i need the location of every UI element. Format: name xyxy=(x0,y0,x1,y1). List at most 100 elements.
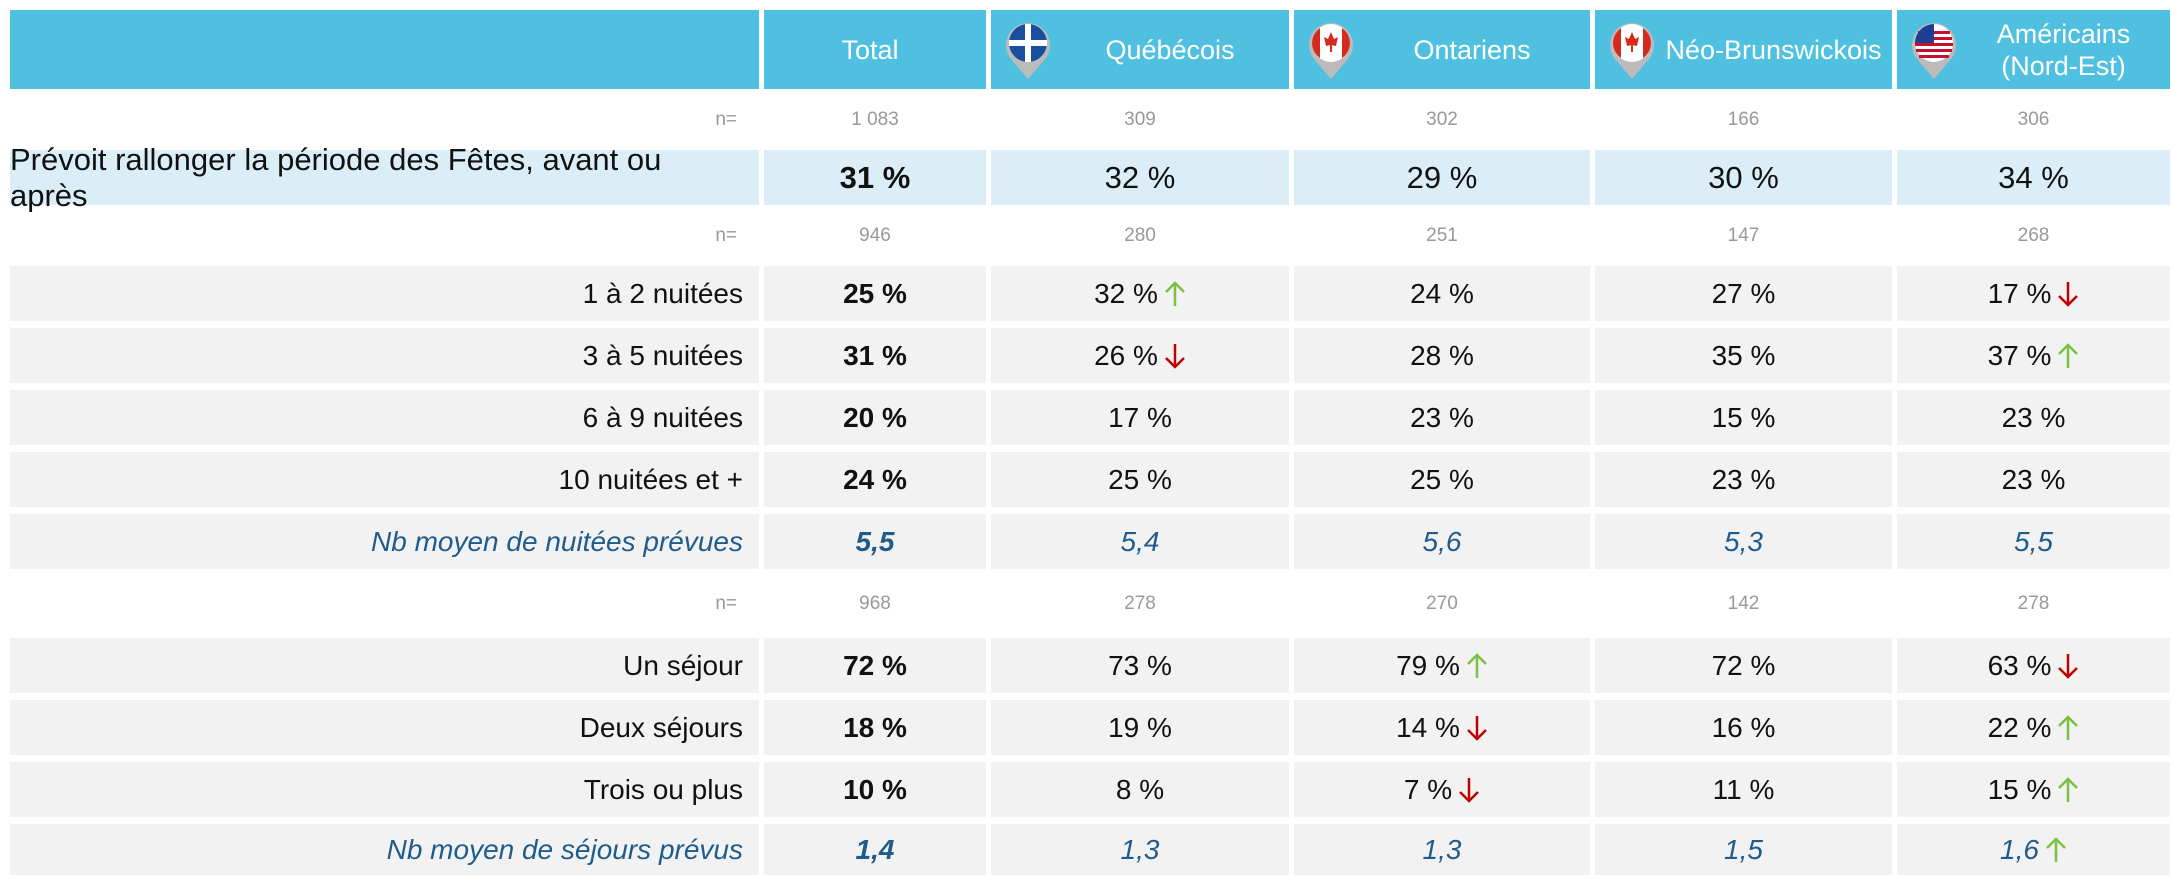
cell-text: 15 % xyxy=(1987,773,2052,805)
cell: 946 xyxy=(764,212,986,259)
cell: 5,5 xyxy=(764,514,986,569)
cell: 25 % xyxy=(1294,452,1590,507)
cell: 15 % xyxy=(1595,390,1892,445)
cell: 16 % xyxy=(1595,700,1892,755)
cell: 27 % xyxy=(1595,266,1892,321)
cell-text: 968 xyxy=(859,592,891,614)
cell-text: 11 % xyxy=(1712,773,1775,805)
cell-text: 31 % xyxy=(839,159,911,195)
cell: 22 % xyxy=(1897,700,2170,755)
flag-quebec xyxy=(1006,22,1050,79)
header-text: Néo-Brunswickois xyxy=(1665,34,1882,65)
cell-text: 25 % xyxy=(1108,463,1172,495)
cell: 72 % xyxy=(1595,638,1892,693)
row-label: n= xyxy=(10,96,759,143)
cell: 1,5 xyxy=(1595,824,1892,875)
cell: 1,4 xyxy=(764,824,986,875)
row-label-text: Nb moyen de séjours prévus xyxy=(386,833,743,865)
cell-text: 1,6 xyxy=(2000,833,2039,865)
cell-text: 79 % xyxy=(1396,649,1460,681)
cell: 1,6 xyxy=(1897,824,2170,875)
cell: 147 xyxy=(1595,212,1892,259)
row-label: 1 à 2 nuitées xyxy=(10,266,759,321)
arrow-up xyxy=(2046,836,2066,862)
cell-text: 14 % xyxy=(1396,711,1460,743)
cell: 23 % xyxy=(1294,390,1590,445)
row-label-text: Un séjour xyxy=(623,649,743,681)
cell-text: 280 xyxy=(1124,224,1156,246)
cell-text: 5,5 xyxy=(855,525,895,557)
row-label: Nb moyen de séjours prévus xyxy=(10,824,759,875)
cell-text: 23 % xyxy=(2001,463,2066,495)
arrow-up xyxy=(2058,714,2079,740)
cell: 270 xyxy=(1294,576,1590,631)
header-text: Québécois xyxy=(1105,34,1235,65)
cell-text: 268 xyxy=(2017,224,2050,246)
cell-text: 302 xyxy=(1426,108,1458,130)
cell-text: 17 % xyxy=(1108,401,1172,433)
cell: 268 xyxy=(1897,212,2170,259)
cell: 5,4 xyxy=(991,514,1289,569)
row-label: n= xyxy=(10,576,759,631)
cell: 20 % xyxy=(764,390,986,445)
arrow-down xyxy=(2058,281,2079,307)
cell: 278 xyxy=(991,576,1289,631)
cell-text: 23 % xyxy=(1711,463,1776,495)
header-cell: Ontariens xyxy=(1294,10,1590,89)
row-label-text: 10 nuitées et + xyxy=(558,463,743,495)
cell: 30 % xyxy=(1595,150,1892,205)
row-label-text: n= xyxy=(715,108,737,130)
cell: 309 xyxy=(991,96,1289,143)
cell: 23 % xyxy=(1897,452,2170,507)
cell-text: 10 % xyxy=(843,773,907,805)
arrow-down xyxy=(1165,343,1185,369)
cell-text: 30 % xyxy=(1708,159,1779,195)
cell-text: 309 xyxy=(1124,108,1156,130)
header-cell: Néo-Brunswickois xyxy=(1595,10,1892,89)
cell-text: 1,3 xyxy=(1422,833,1462,865)
row-label-text: 1 à 2 nuitées xyxy=(582,277,743,309)
cell-text: 166 xyxy=(1727,108,1760,130)
header-text: Ontariens xyxy=(1413,34,1531,65)
cell-text: 22 % xyxy=(1987,711,2052,743)
cell-text: 5,4 xyxy=(1120,525,1160,557)
cell: 278 xyxy=(1897,576,2170,631)
cell: 15 % xyxy=(1897,762,2170,817)
row-label: Trois ou plus xyxy=(10,762,759,817)
cell: 18 % xyxy=(764,700,986,755)
cell: 24 % xyxy=(1294,266,1590,321)
cell: 63 % xyxy=(1897,638,2170,693)
cell: 72 % xyxy=(764,638,986,693)
cell: 166 xyxy=(1595,96,1892,143)
row-label-text: Prévoit rallonger la période des Fêtes, … xyxy=(10,141,662,213)
cell-text: 278 xyxy=(1124,592,1156,614)
cell-text: 63 % xyxy=(1987,649,2052,681)
cell-text: 306 xyxy=(2017,108,2050,130)
row-label-text: Nb moyen de nuitées prévues xyxy=(371,525,743,557)
cell-text: 26 % xyxy=(1094,339,1158,371)
arrow-up xyxy=(1165,280,1185,306)
cell-text: 23 % xyxy=(2001,401,2066,433)
cell: 28 % xyxy=(1294,328,1590,383)
cell-text: 28 % xyxy=(1410,339,1474,371)
row-label-text: Trois ou plus xyxy=(583,773,743,805)
cell-text: 32 % xyxy=(1104,159,1176,195)
row-label: 3 à 5 nuitées xyxy=(10,328,759,383)
row-label-text: Deux séjours xyxy=(579,711,743,743)
cell-text: 17 % xyxy=(1987,277,2052,309)
cell: 29 % xyxy=(1294,150,1590,205)
cell: 5,3 xyxy=(1595,514,1892,569)
cell: 23 % xyxy=(1897,390,2170,445)
row-label: Deux séjours xyxy=(10,700,759,755)
cell: 302 xyxy=(1294,96,1590,143)
flag-usa xyxy=(1912,22,1956,79)
cell-text: 5,5 xyxy=(2014,525,2053,557)
header-text: Total xyxy=(841,34,899,65)
row-label: 6 à 9 nuitées xyxy=(10,390,759,445)
header-cell: Québécois xyxy=(991,10,1289,89)
cell-text: 20 % xyxy=(843,401,907,433)
cell-text: 5,3 xyxy=(1724,525,1763,557)
cell: 79 % xyxy=(1294,638,1590,693)
cell-text: 34 % xyxy=(1998,159,2069,195)
cell: 32 % xyxy=(991,150,1289,205)
